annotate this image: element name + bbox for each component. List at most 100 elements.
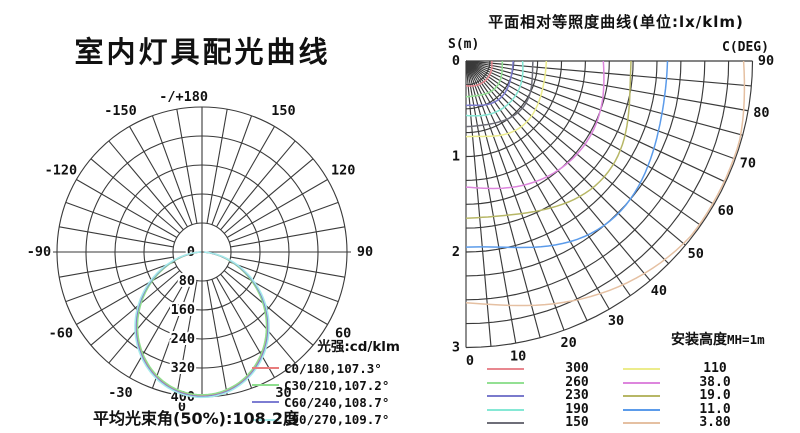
intensity-curve-c90-270 xyxy=(134,251,270,399)
avg-beam-angle-text: 平均光束角(50%):108.2度 xyxy=(93,409,299,428)
polar-spoke xyxy=(65,261,175,303)
polar-spoke xyxy=(220,140,296,231)
isolux-legend-value-260: 260 xyxy=(565,374,589,390)
isolux-legend-swatch-11.0 xyxy=(623,408,660,411)
legend-swatch xyxy=(252,418,279,421)
isolux-legend-swatch-300 xyxy=(487,368,524,370)
c-axis-label: C(DEG) xyxy=(722,40,769,55)
isolux-curve-11.0 xyxy=(465,60,669,249)
s-label-0: 0 xyxy=(452,53,460,69)
grid-spoke-5deg xyxy=(465,60,492,347)
intensity-grid xyxy=(53,106,351,398)
s-label-2: 2 xyxy=(452,244,460,260)
c-label-20: 20 xyxy=(560,335,576,351)
polar-spoke xyxy=(230,226,345,248)
grid-spoke-30deg xyxy=(465,60,610,310)
intensity-polar-chart: -/+180 150 120 90 60 30 0 -30 -60 -90 -120 -150 0 80 1… xyxy=(25,87,375,417)
isolux-curve-3.80 xyxy=(465,60,746,307)
isolux-curve-190 xyxy=(465,60,524,117)
legend-swatch xyxy=(252,367,279,369)
polar-spoke xyxy=(151,115,193,225)
mounting-height-value: MH=1m xyxy=(727,332,765,347)
isolux-legend-value-3.80: 3.80 xyxy=(699,415,731,431)
legend-label: C90/270,109.7° xyxy=(284,412,390,428)
legend-label: C30/210,107.2° xyxy=(284,377,390,393)
left-legend-row-2: C60/240,108.7° xyxy=(252,394,389,410)
polar-spoke xyxy=(108,273,184,364)
c-label-30: 30 xyxy=(608,313,624,329)
angle-label--150: -150 xyxy=(104,103,137,119)
left-legend-row-0: C0/180,107.3° xyxy=(252,360,382,376)
angle-label-30: 30 xyxy=(275,385,291,401)
grid-spoke-10deg xyxy=(465,60,517,344)
c-label-80: 80 xyxy=(753,105,769,121)
c-label-90: 90 xyxy=(758,53,774,69)
s-axis-label: S(m) xyxy=(448,37,480,52)
polar-spoke xyxy=(176,109,198,224)
isolux-legend-value-150: 150 xyxy=(565,415,589,431)
angle-label-180: -/+180 xyxy=(159,89,208,105)
isolux-legend-swatch-190 xyxy=(487,408,524,411)
legend-swatch xyxy=(252,384,279,387)
c-label-60: 60 xyxy=(718,203,734,219)
grid-spoke-15deg xyxy=(465,60,541,338)
isolux-legend-value-190: 190 xyxy=(565,401,589,417)
angle-label-90: 90 xyxy=(357,244,373,260)
polar-spoke xyxy=(206,280,228,395)
polar-spoke xyxy=(211,115,253,225)
legend-swatch xyxy=(252,401,279,404)
isolux-curve-230 xyxy=(466,60,514,107)
s-label-1: 1 xyxy=(452,149,460,165)
polar-spoke xyxy=(129,276,188,378)
polar-spoke xyxy=(176,280,198,395)
c-label-10: 10 xyxy=(510,348,526,364)
mounting-height-text: 安装高度 xyxy=(671,332,727,348)
ring-label-320: 320 xyxy=(171,360,195,376)
grid-spoke-50deg xyxy=(465,60,686,246)
polar-spoke xyxy=(220,273,296,364)
isolux-legend-swatch-230 xyxy=(487,395,524,398)
c-label-0: 0 xyxy=(466,353,474,369)
grid-spoke-55deg xyxy=(465,60,702,226)
polar-spoke xyxy=(226,179,328,238)
intensity-curve-c30-210 xyxy=(136,251,268,396)
c-label-40: 40 xyxy=(651,283,667,299)
ring-label-240: 240 xyxy=(171,331,195,347)
legend-label: C60/240,108.7° xyxy=(284,394,390,410)
isolux-curve-110 xyxy=(465,60,548,138)
isolux-legend-swatch-260 xyxy=(487,381,524,384)
polar-spoke xyxy=(216,126,275,228)
polar-spoke xyxy=(229,261,339,303)
isolux-polar-chart: 0 10 20 30 40 50 60 70 80 90 0 1 2 3 xyxy=(450,51,776,371)
isolux-legend-swatch-19.0 xyxy=(623,395,660,398)
isolux-legend-swatch-110 xyxy=(623,368,660,370)
ring-label-80: 80 xyxy=(179,273,195,289)
left-legend-row-1: C30/210,107.2° xyxy=(252,377,389,393)
angle-label-120: 120 xyxy=(331,163,355,179)
isolux-curve-150 xyxy=(465,60,534,128)
angle-label--120: -120 xyxy=(45,163,78,179)
ring-label-160: 160 xyxy=(171,302,195,318)
polar-spoke xyxy=(59,226,174,248)
isolux-curve-19.0 xyxy=(465,60,632,219)
polar-spoke xyxy=(90,270,181,346)
angle-label--60: -60 xyxy=(49,326,73,342)
isolux-legend-value-300: 300 xyxy=(565,361,589,376)
polar-spoke xyxy=(151,279,193,389)
isolux-legend-value-110: 110 xyxy=(703,361,727,376)
angle-label-0: 0 xyxy=(178,399,186,415)
polar-spoke xyxy=(226,266,328,325)
angle-label--90: -90 xyxy=(27,244,51,260)
legend-label: C0/180,107.3° xyxy=(284,360,382,376)
polar-spoke xyxy=(76,179,178,238)
mounting-height-label: 安装高度MH=1m xyxy=(671,329,765,349)
polar-spoke xyxy=(211,279,253,389)
isolux-legend-value-230: 230 xyxy=(565,388,589,404)
isolux-curve-38.0 xyxy=(465,60,605,190)
angle-label-60: 60 xyxy=(335,326,351,342)
polar-spoke xyxy=(223,270,314,346)
isolux-legend-value-19.0: 19.0 xyxy=(699,388,731,404)
polar-spoke xyxy=(230,256,345,278)
